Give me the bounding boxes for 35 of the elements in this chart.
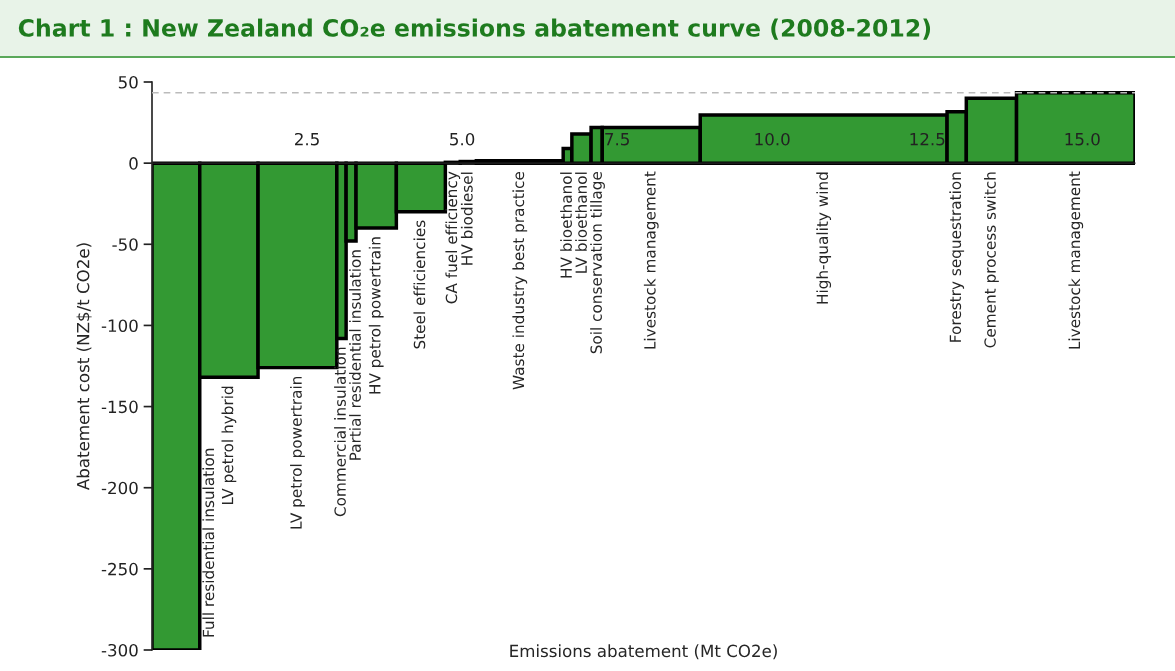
- category-label: LV petrol powertrain: [290, 376, 305, 529]
- chart-title: Chart 1 : New Zealand CO₂e emissions abatement curve (2008-2012): [18, 18, 931, 40]
- category-label: LV bioethanol: [575, 172, 587, 273]
- category-label: High-quality wind: [816, 172, 832, 304]
- category-label: Waste industry best practice: [512, 171, 528, 390]
- x-tick-label: 2.5: [295, 132, 319, 146]
- category-label: Commercial insulation: [334, 347, 346, 517]
- y-tick-label: 0: [129, 157, 138, 170]
- y-tick-label: -50: [112, 238, 138, 251]
- category-label: Soil conservation tillage: [590, 171, 605, 354]
- category-label: Steel efficiencies: [413, 220, 426, 349]
- category-label: LV petrol hybrid: [221, 386, 237, 505]
- y-tick-label: -300: [101, 643, 138, 657]
- category-label: Partial residential insulation: [349, 250, 361, 460]
- category-label: Forestry sequestration: [949, 172, 965, 342]
- x-axis-title: Emissions abatement (Mt CO2e): [510, 644, 777, 660]
- y-tick-label: -100: [101, 319, 138, 332]
- x-tick-label: 7.5: [605, 133, 629, 146]
- category-label: Livestock management: [643, 171, 659, 349]
- x-tick-label: 12.5: [910, 132, 945, 146]
- x-tick-label: 10.0: [755, 132, 790, 146]
- y-tick-label: -250: [101, 562, 138, 576]
- category-label: HV bioethanol: [560, 172, 572, 278]
- x-tick-label: 15.0: [1065, 132, 1100, 146]
- category-label: CA fuel efficiency: [445, 171, 461, 304]
- y-tick-label: 50: [118, 75, 138, 89]
- category-label: HV petrol powertrain: [368, 237, 384, 394]
- category-label: Livestock management: [1068, 171, 1084, 349]
- category-label: Full residential insulation: [202, 448, 215, 637]
- y-tick-label: -150: [101, 400, 138, 414]
- x-tick-label: 5.0: [450, 132, 475, 146]
- category-label: HV biodiesel: [460, 172, 473, 265]
- category-label: Cement process switch: [984, 172, 999, 348]
- y-axis-title: Abatement cost (NZ$/t CO2e): [76, 243, 92, 491]
- y-tick-label: -200: [101, 481, 138, 495]
